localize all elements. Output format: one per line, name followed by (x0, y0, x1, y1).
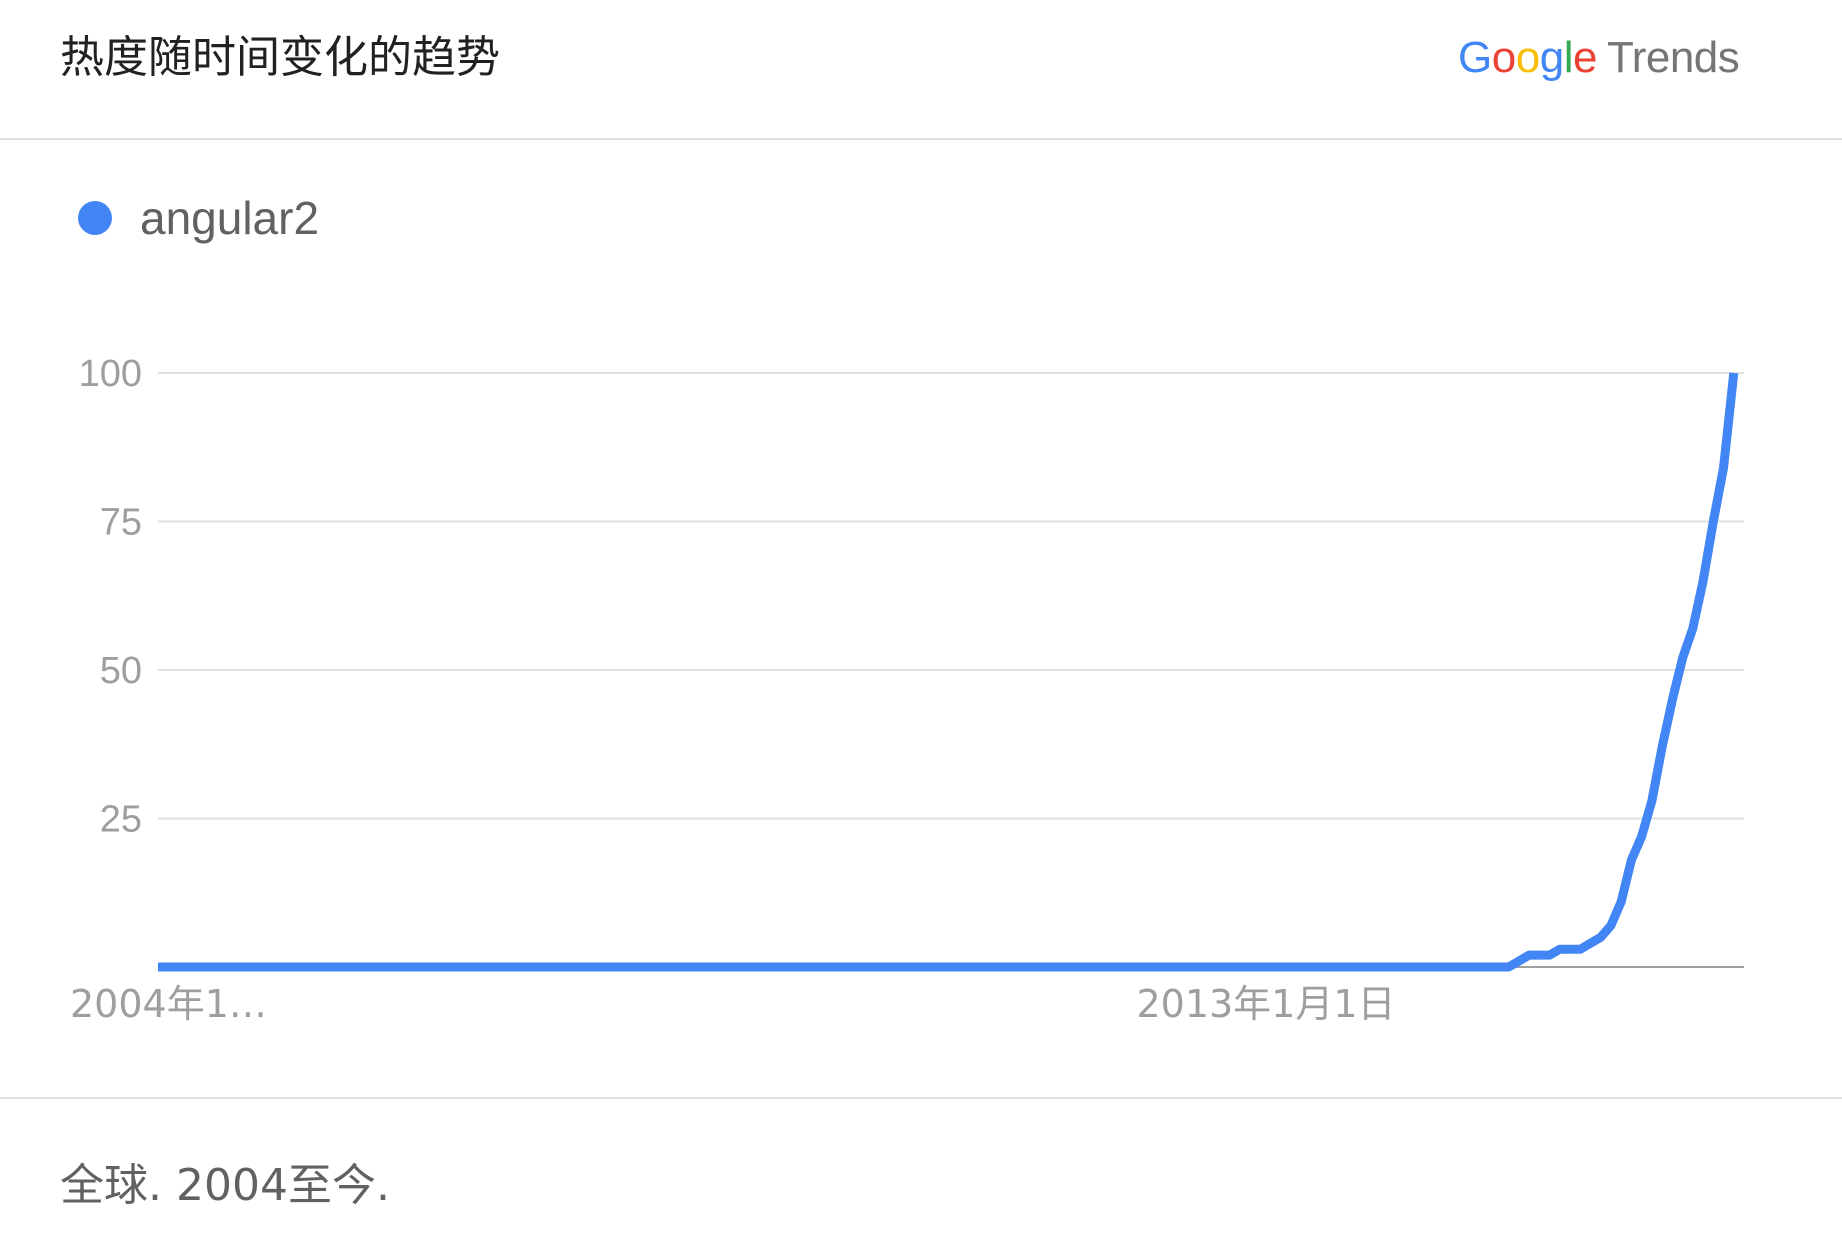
grid-lines (158, 372, 1744, 820)
trend-line-chart[interactable]: 25 50 75 100 2004年1… 2013年1月1日 (0, 0, 1842, 1090)
y-tick-label: 100 (79, 353, 142, 395)
logo-letter: o (1491, 33, 1516, 82)
chart-title: 热度随时间变化的趋势 (60, 32, 500, 83)
logo-letter: e (1572, 33, 1597, 82)
logo-trends-label: Trends (1606, 33, 1740, 82)
y-tick-label: 50 (100, 650, 142, 692)
logo-letter: l (1563, 33, 1574, 82)
y-tick-label: 75 (100, 502, 142, 544)
series-lines (158, 372, 1739, 972)
x-axis-ticks: 2004年1… 2013年1月1日 (70, 982, 1396, 1026)
series-line[interactable] (158, 372, 1739, 972)
footer-caption: 全球. 2004至今. (60, 1160, 390, 1211)
x-tick-label: 2013年1月1日 (1136, 982, 1395, 1026)
legend-label: angular2 (140, 192, 320, 244)
legend-dot-icon (78, 201, 112, 235)
google-trends-logo[interactable]: Google Trends (1458, 30, 1740, 86)
x-tick-label: 2004年1… (70, 982, 267, 1026)
y-axis-ticks: 25 50 75 100 (79, 353, 142, 841)
footer-divider (0, 1097, 1842, 1099)
logo-letter: g (1539, 33, 1564, 82)
y-tick-label: 25 (100, 799, 142, 841)
header: 热度随时间变化的趋势 Google Trends (0, 0, 1842, 140)
legend[interactable]: angular2 (78, 190, 319, 246)
logo-letter: o (1515, 33, 1540, 82)
logo-letter: G (1458, 33, 1492, 82)
